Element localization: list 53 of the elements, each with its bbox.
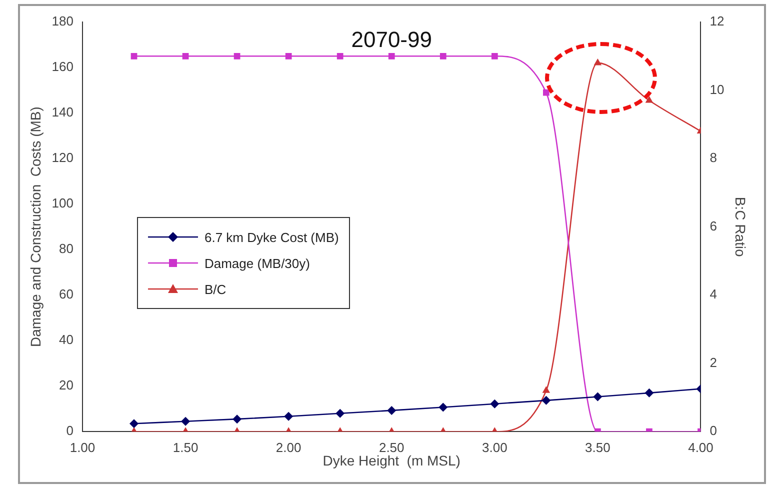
point (285, 52, 292, 60)
x-tick-label: 3.00 (482, 440, 508, 455)
legend-label: B/C (204, 282, 226, 296)
point (336, 52, 344, 60)
point (594, 58, 602, 66)
point (593, 392, 602, 402)
y2-tick-label: 4 (710, 286, 717, 302)
y2-tick-label: 12 (710, 14, 724, 29)
point (182, 52, 189, 60)
y2-tick-label: 6 (710, 218, 717, 234)
point (542, 396, 551, 405)
y2-tick-label: 0 (710, 423, 717, 438)
point (542, 386, 550, 393)
y-tick-label: 0 (66, 423, 74, 438)
point (645, 96, 654, 103)
legend-label: Damage (MB/30y) (204, 256, 310, 270)
x-axis-title: Dyke Height (m MSL) (322, 452, 460, 468)
point (440, 52, 446, 60)
y2-tick-label: 10 (710, 82, 724, 97)
point (644, 388, 654, 398)
y-tick-label: 80 (59, 241, 74, 256)
y-tick-label: 160 (52, 59, 74, 74)
y2-axis-title: B:C Ratio (732, 196, 749, 257)
y-tick-label: 180 (52, 14, 74, 29)
x-tick-label: 4.00 (688, 440, 714, 455)
point (438, 402, 448, 412)
point (387, 406, 396, 415)
y-tick-label: 20 (59, 378, 74, 393)
x-tick-label: 1.00 (70, 440, 96, 455)
x-tick-label: 1.50 (172, 440, 198, 455)
x-tick-label: 2.00 (276, 440, 302, 455)
point (130, 52, 138, 60)
point (130, 419, 139, 428)
point (232, 414, 242, 424)
y-tick-label: 140 (52, 104, 74, 120)
y2-tick-label: 2 (710, 354, 717, 370)
x-tick-label: 3.50 (585, 440, 610, 455)
legend-label: 6.7 km Dyke Cost (MB) (204, 230, 339, 244)
point (490, 399, 500, 408)
point (491, 52, 498, 60)
point (234, 52, 240, 60)
x-tick-label: 2.50 (378, 440, 404, 455)
point (388, 52, 395, 60)
y2-tick-label: 8 (710, 150, 717, 166)
point (284, 412, 294, 421)
y-tick-label: 60 (59, 286, 74, 302)
point (336, 408, 345, 418)
y-tick-label: 40 (59, 332, 74, 348)
y-axis-title: Damage and Construction Costs (MB) (27, 106, 44, 348)
y-tick-label: 120 (52, 150, 74, 166)
y-tick-label: 100 (52, 196, 74, 211)
point (181, 416, 190, 426)
chart-title: 2070-99 (351, 27, 432, 52)
